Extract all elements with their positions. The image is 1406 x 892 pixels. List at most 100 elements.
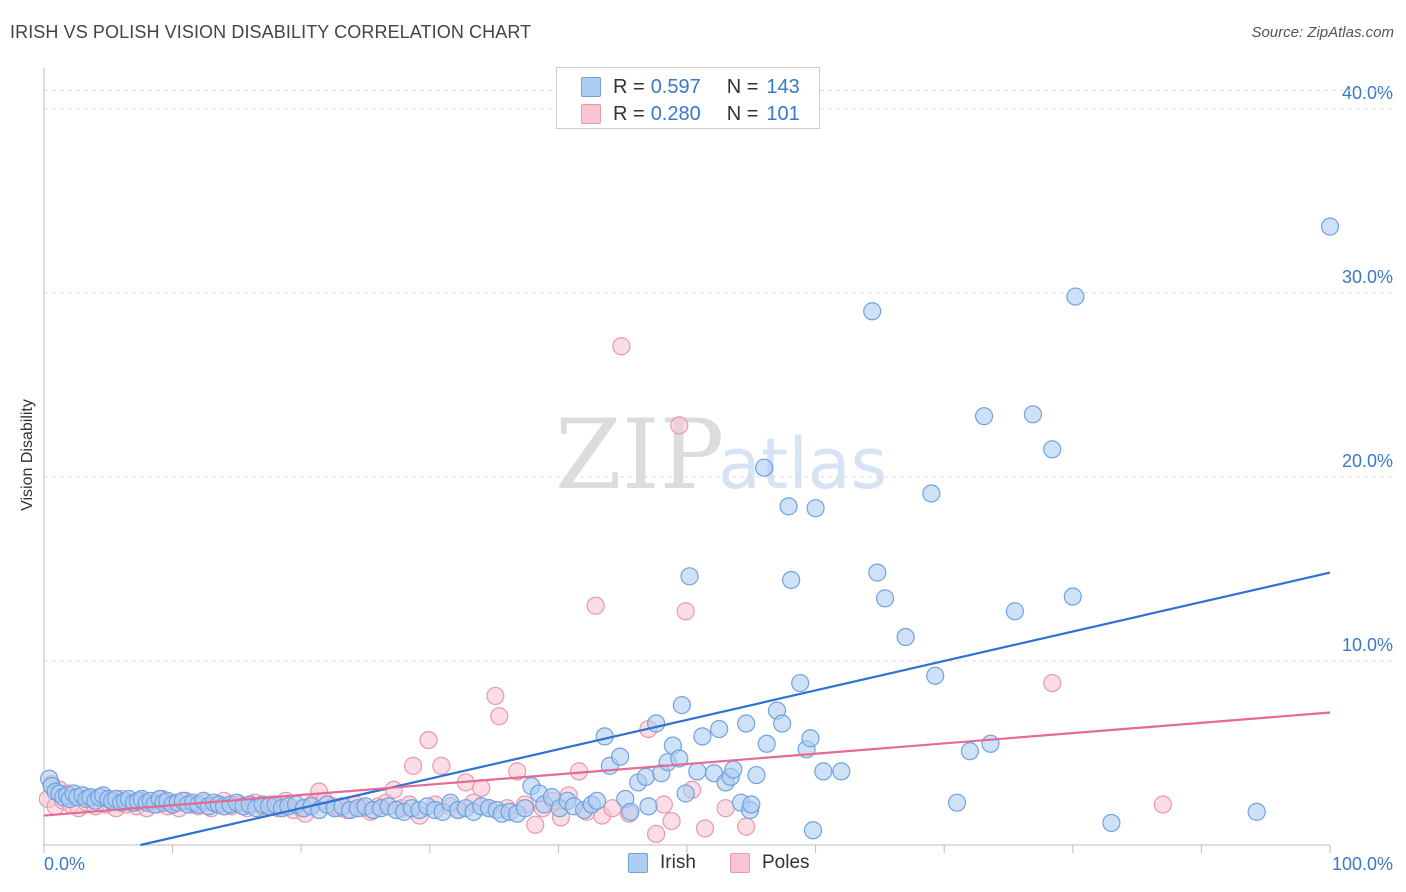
legend-row-irish: R = 0.597 N = 143: [581, 75, 800, 99]
irish-point: [782, 570, 801, 590]
poles-point: [654, 795, 673, 814]
irish-point: [801, 729, 820, 748]
irish-point: [868, 563, 887, 582]
poles-trend-line: [43, 711, 1331, 817]
legend-row-poles: R = 0.280 N = 101: [581, 102, 800, 126]
irish-swatch: [581, 77, 601, 97]
irish-point: [693, 727, 712, 746]
irish-legend-label: Irish: [660, 852, 696, 873]
poles-point: [508, 762, 527, 781]
irish-point: [688, 762, 707, 781]
poles-point: [1043, 673, 1062, 693]
irish-point: [875, 589, 895, 608]
irish-point: [1063, 587, 1082, 606]
poles-n-label: N =: [726, 102, 759, 125]
source-credit: Source: ZipAtlas.com: [1251, 24, 1394, 41]
irish-point: [947, 793, 967, 812]
poles-n-value: 101: [766, 102, 800, 125]
legend-item-poles[interactable]: Poles: [730, 852, 810, 874]
poles-r-value: 0.280: [650, 102, 701, 125]
poles-point: [490, 707, 509, 726]
irish-point: [863, 302, 882, 321]
irish-point: [680, 567, 699, 586]
poles-legend-label: Poles: [762, 852, 810, 873]
irish-point: [1247, 802, 1266, 821]
poles-point: [1153, 795, 1172, 814]
poles-legend-swatch: [730, 853, 750, 873]
irish-point: [981, 734, 1000, 753]
irish-r-value: 0.597: [650, 75, 701, 98]
irish-point: [515, 799, 535, 818]
irish-point: [737, 714, 756, 733]
irish-point: [670, 749, 689, 768]
y-tick-label: 30.0%: [1342, 267, 1393, 287]
irish-point: [611, 747, 630, 766]
irish-point: [806, 499, 825, 518]
irish-n-value: 143: [766, 75, 800, 98]
poles-point: [486, 686, 505, 706]
irish-point: [636, 767, 655, 787]
x-tick-label: 100.0%: [1332, 854, 1393, 874]
chart-title: IRISH VS POLISH VISION DISABILITY CORREL…: [10, 22, 532, 42]
irish-point: [922, 484, 941, 503]
y-axis-title: Vision Disability: [19, 399, 36, 511]
irish-point: [960, 742, 980, 761]
irish-point: [779, 497, 798, 516]
irish-r-label: R =: [613, 75, 645, 98]
poles-swatch: [581, 104, 601, 124]
poles-point: [586, 596, 605, 615]
series-legend: Irish Poles: [0, 852, 1406, 878]
poles-r-label: R =: [613, 102, 645, 125]
irish-point: [1043, 440, 1062, 459]
poles-point: [676, 602, 695, 621]
irish-point: [755, 458, 774, 477]
poles-point: [612, 337, 631, 356]
irish-point: [1102, 813, 1121, 833]
y-tick-label: 20.0%: [1342, 451, 1393, 471]
irish-point: [1005, 602, 1025, 621]
poles-point: [662, 811, 681, 831]
irish-point: [926, 666, 945, 685]
x-tick-label: 0.0%: [44, 854, 85, 874]
watermark-atlas: atlas: [718, 423, 887, 505]
irish-point: [724, 760, 743, 779]
irish-point: [587, 791, 607, 810]
irish-n-label: N =: [726, 75, 759, 98]
irish-legend-swatch: [628, 853, 648, 873]
irish-point: [803, 821, 823, 840]
irish-point: [1320, 217, 1340, 236]
irish-point: [639, 797, 658, 816]
poles-point: [526, 815, 545, 834]
irish-point: [742, 795, 761, 814]
watermark-zip: ZIP: [555, 399, 724, 511]
poles-point: [647, 824, 666, 844]
poles-point: [716, 799, 735, 818]
irish-point: [773, 714, 792, 733]
irish-point: [896, 627, 915, 647]
irish-point: [757, 734, 776, 753]
irish-point: [710, 719, 729, 739]
irish-point: [791, 673, 810, 693]
poles-point: [419, 730, 438, 750]
irish-point: [647, 714, 666, 733]
irish-point: [676, 784, 695, 803]
poles-point: [384, 780, 403, 799]
irish-point: [747, 765, 766, 785]
legend-item-irish[interactable]: Irish: [628, 852, 696, 874]
stats-legend: R = 0.597 N = 143 R = 0.280 N = 101: [556, 67, 820, 129]
poles-point: [403, 756, 423, 775]
irish-point: [1023, 405, 1043, 424]
poles-point: [603, 799, 622, 818]
irish-trend-line: [140, 571, 1331, 847]
poles-point: [695, 819, 715, 838]
poles-point: [737, 817, 756, 836]
y-tick-label: 10.0%: [1342, 635, 1393, 655]
irish-point: [814, 762, 833, 781]
y-tick-label: 40.0%: [1342, 83, 1393, 103]
irish-point: [1066, 287, 1085, 306]
poles-point: [670, 416, 689, 435]
irish-point: [974, 407, 994, 426]
poles-point: [432, 756, 451, 775]
irish-point: [672, 696, 691, 715]
